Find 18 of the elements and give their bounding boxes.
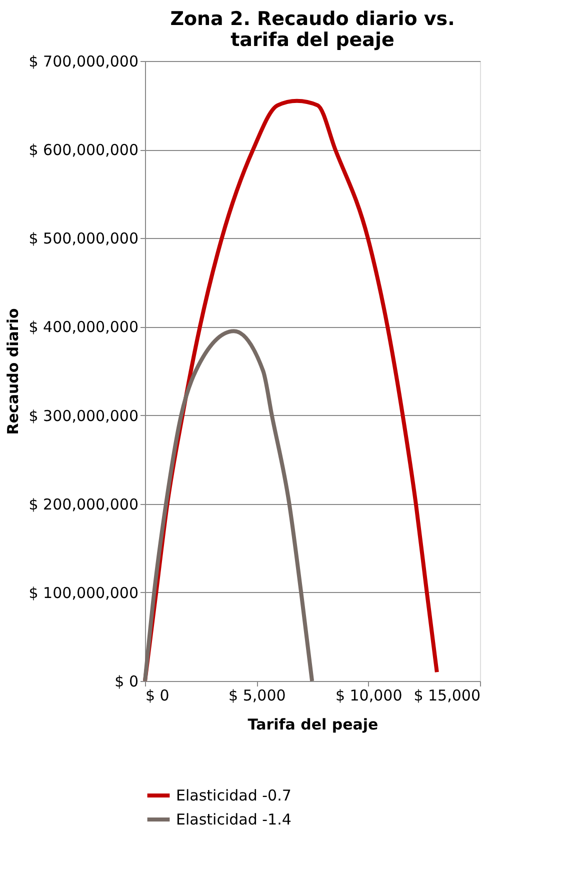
- x-tick-label: $ 5,000: [228, 686, 286, 704]
- y-tick-label: $ 700,000,000: [28, 52, 138, 70]
- line-series: [143, 329, 314, 683]
- y-axis-title: Recaudo diario: [4, 308, 22, 435]
- chart-title: Zona 2. Recaudo diario vs. tarifa del peaje: [170, 8, 455, 51]
- y-tick-label: $ 300,000,000: [28, 406, 138, 425]
- y-tick-label: $ 500,000,000: [28, 230, 138, 248]
- y-tick-label: $ 0: [114, 672, 138, 690]
- x-tick-label: $ 10,000: [335, 686, 402, 704]
- x-tick-label: $ 0: [146, 686, 170, 704]
- y-tick-label: $ 600,000,000: [28, 141, 138, 160]
- legend-label: Elasticidad -1.4: [176, 810, 292, 828]
- legend-label: Elasticidad -0.7: [176, 786, 292, 804]
- x-tick-label: $ 15,000: [414, 686, 480, 704]
- x-axis-title: Tarifa del peaje: [248, 716, 378, 734]
- y-tick-label: $ 400,000,000: [28, 318, 138, 336]
- y-tick-label: $ 200,000,000: [28, 495, 138, 514]
- y-tick-label: $ 100,000,000: [28, 584, 138, 602]
